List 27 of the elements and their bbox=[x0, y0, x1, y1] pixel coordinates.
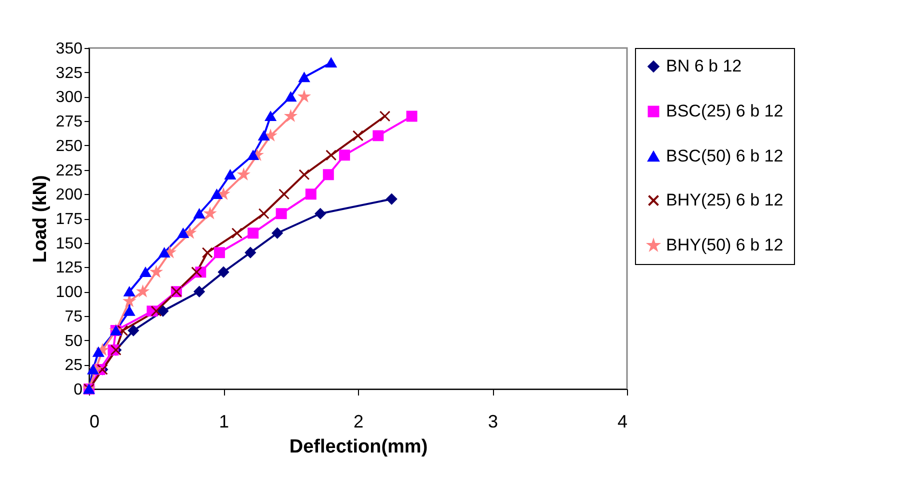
legend-label: BHY(50) 6 b 12 bbox=[666, 236, 784, 254]
y-tick-label: 275 bbox=[56, 114, 83, 131]
y-tick-label: 0 bbox=[74, 382, 83, 398]
y-tick-label: 175 bbox=[56, 211, 83, 228]
legend-label: BN 6 b 12 bbox=[666, 56, 742, 76]
x-axis-title: Deflection(mm) bbox=[289, 436, 428, 458]
x-tick-label: 0 bbox=[90, 412, 100, 432]
y-tick-label: 225 bbox=[56, 162, 83, 180]
y-tick-label: 200 bbox=[56, 186, 83, 204]
y-tick-label: 300 bbox=[56, 89, 83, 106]
x-tick-label: 1 bbox=[218, 412, 230, 432]
y-tick-label: 325 bbox=[56, 64, 83, 82]
y-tick-label: 75 bbox=[64, 308, 83, 326]
y-tick-label: 350 bbox=[56, 40, 83, 58]
y-tick-label: 25 bbox=[64, 357, 83, 374]
y-tick-label: 250 bbox=[56, 138, 83, 155]
legend-label: BSC(50) 6 b 12 bbox=[666, 146, 784, 166]
y-tick-label: 50 bbox=[64, 332, 83, 350]
legend-label: BSC(25) 6 b 12 bbox=[666, 102, 784, 120]
x-tick-label: 2 bbox=[353, 412, 364, 432]
y-axis-title: Load (kN) bbox=[30, 175, 51, 263]
y-tick-label: 150 bbox=[56, 235, 83, 252]
y-tick-label: 125 bbox=[56, 260, 83, 277]
legend-label: BHY(25) 6 b 12 bbox=[666, 190, 784, 210]
x-tick-label: 3 bbox=[488, 412, 498, 432]
y-tick-label: 100 bbox=[56, 284, 83, 302]
x-tick-label: 4 bbox=[617, 412, 628, 432]
